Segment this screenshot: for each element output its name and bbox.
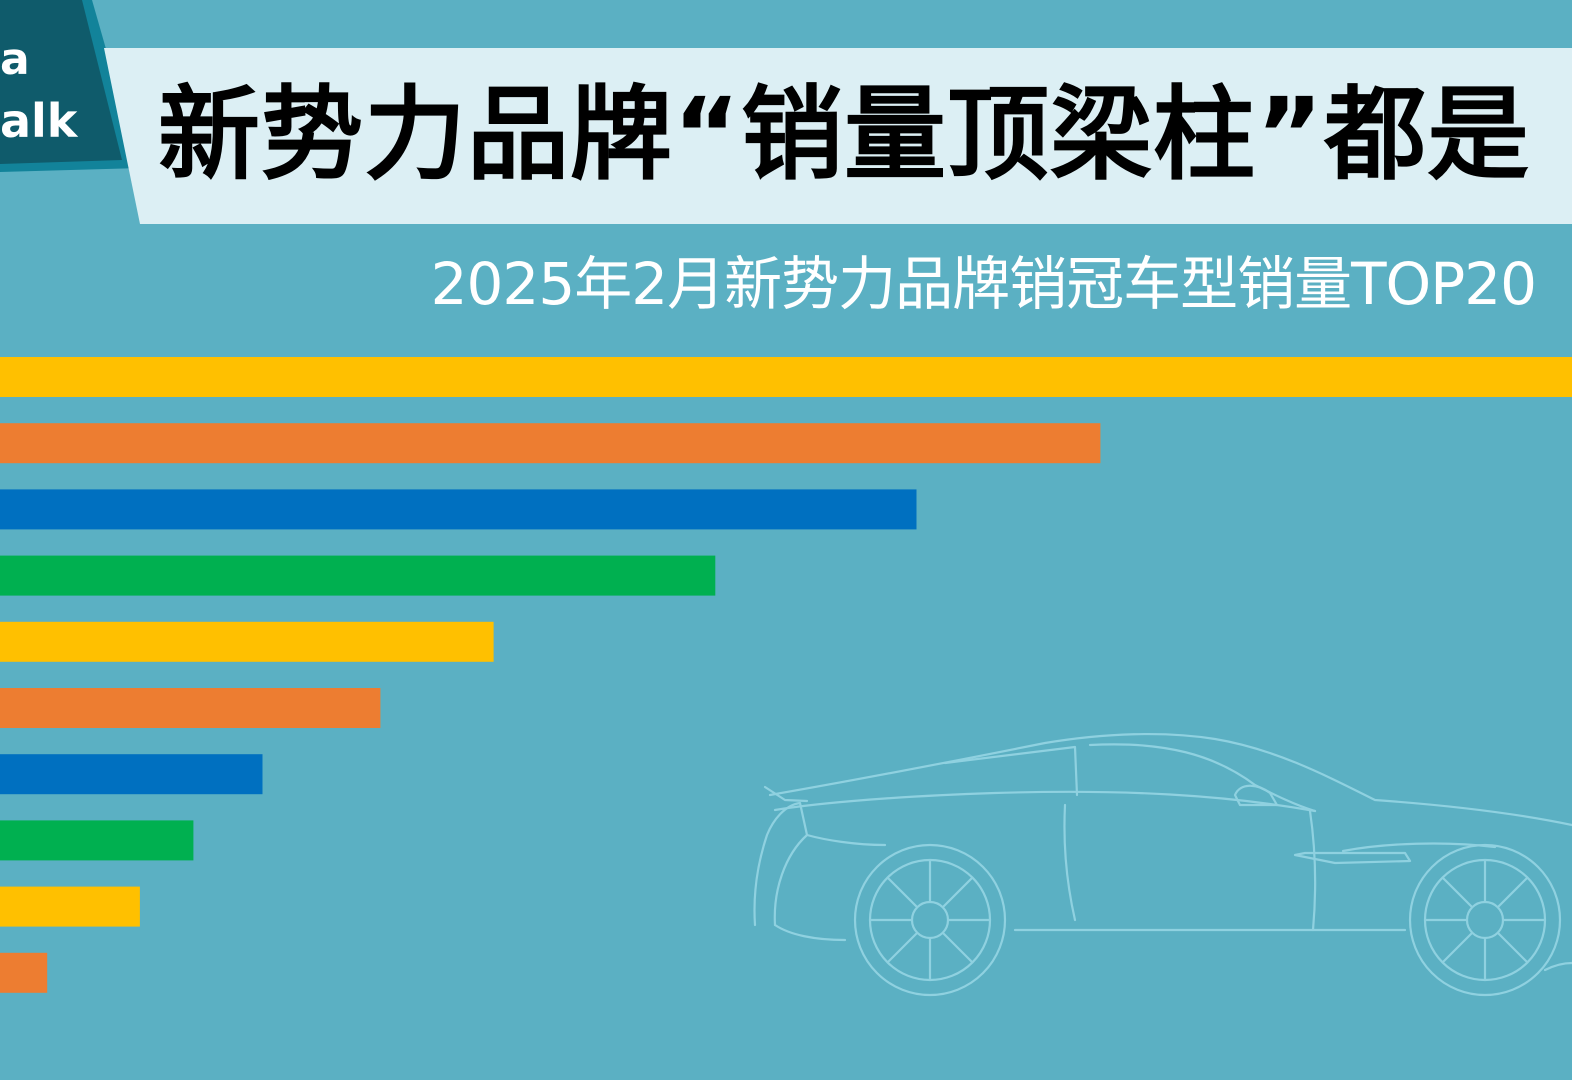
bar-4 bbox=[0, 555, 716, 596]
bar-7 bbox=[0, 754, 263, 795]
bar-9 bbox=[0, 886, 140, 927]
bar-10 bbox=[0, 952, 48, 993]
chart-subtitle: 2025年2月新势力品牌销冠车型销量TOP20 bbox=[430, 250, 1537, 318]
logo-badge: a alk bbox=[0, 0, 160, 230]
bar-8 bbox=[0, 820, 194, 861]
logo-shape bbox=[0, 0, 140, 172]
title-banner bbox=[104, 48, 1572, 224]
bar-3 bbox=[0, 489, 917, 530]
main-title: 新势力品牌“销量顶梁柱”都是 bbox=[158, 76, 1531, 195]
logo-text-line1: a bbox=[0, 34, 30, 85]
car-outline-illustration bbox=[753, 732, 1572, 997]
bar-2 bbox=[0, 423, 1101, 464]
bar-6 bbox=[0, 688, 381, 728]
bar-1 bbox=[0, 357, 1572, 397]
bar-5 bbox=[0, 621, 494, 662]
logo-text-line2: alk bbox=[0, 94, 78, 148]
